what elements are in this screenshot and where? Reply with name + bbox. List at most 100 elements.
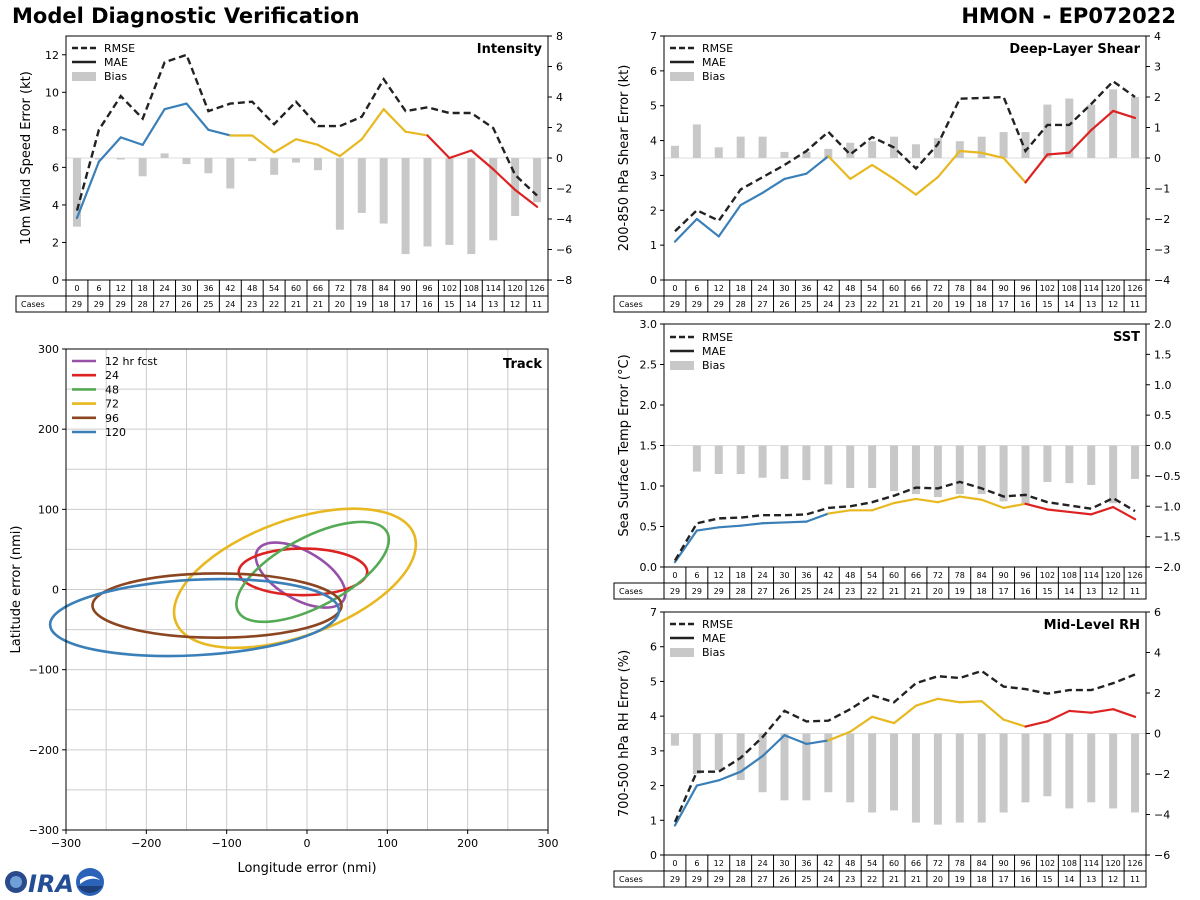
table-cases-cell: 11 [1130, 875, 1140, 884]
track-y-tick-label: −100 [29, 664, 59, 677]
table-cases-cell: 25 [801, 587, 811, 596]
table-cases-cell: 14 [1064, 300, 1074, 309]
bias-bar [1043, 445, 1052, 482]
table-cases-cell: 18 [977, 875, 987, 884]
y2-tick-label: 6 [556, 61, 563, 74]
table-hour-cell: 120 [507, 284, 522, 293]
mae-segment [980, 700, 1005, 721]
bias-bar [1043, 733, 1052, 797]
track-y-tick-label: 300 [38, 343, 59, 356]
table-cases-cell: 16 [422, 300, 432, 309]
table-cases-cell: 24 [225, 300, 235, 309]
table-cases-cell: 26 [779, 587, 789, 596]
bias-bar [999, 733, 1008, 813]
mae-segment [1090, 109, 1115, 132]
cases-label: Cases [619, 300, 643, 309]
table-hour-cell: 36 [801, 284, 811, 293]
table-cases-cell: 28 [736, 875, 746, 884]
mae-segment [717, 770, 742, 782]
table-hour-cell: 36 [801, 859, 811, 868]
bias-bar [1109, 445, 1118, 504]
track-y-label: Latitude error (nmi) [9, 526, 24, 654]
table-cases-cell: 29 [670, 875, 680, 884]
table-hour-cell: 66 [313, 284, 323, 293]
mae-segment [695, 779, 720, 787]
table-hour-cell: 0 [74, 284, 79, 293]
table-cases-cell: 29 [116, 300, 126, 309]
y-tick-label: 2.5 [640, 359, 658, 372]
bias-bar [714, 445, 723, 475]
mae-segment [141, 108, 166, 146]
legend-mae-label: MAE [104, 56, 128, 69]
table-hour-cell: 42 [823, 284, 833, 293]
y2-tick-label: −0.5 [1154, 470, 1181, 483]
track-x-tick-label: −100 [212, 837, 242, 850]
y2-tick-label: −2.0 [1154, 561, 1181, 574]
bias-bar [1131, 733, 1140, 813]
mae-segment [783, 172, 808, 181]
y2-tick-label: −4 [1154, 809, 1170, 822]
sst-chart: 0.0 0.5 1.0 1.5 2.0 2.5 3.0 −2.0 −1.5 −1.0 −0.5 0.0… [613, 318, 1181, 600]
bias-bar [955, 445, 964, 495]
mae-segment [1024, 502, 1049, 511]
bias-bar [911, 445, 920, 495]
table-hour-cell: 96 [1020, 284, 1030, 293]
table-cases-cell: 29 [714, 587, 724, 596]
y-tick-label: 2 [650, 780, 657, 793]
mae-segment [97, 136, 122, 163]
table-hour-cell: 30 [779, 859, 789, 868]
bias-bar [160, 153, 169, 158]
table-cases-cell: 17 [400, 300, 410, 309]
track-ellipse-48 [235, 520, 391, 624]
y-tick-label: 1.0 [640, 480, 658, 493]
table-cases-cell: 12 [1108, 300, 1118, 309]
bias-bar [780, 445, 789, 479]
mae-segment [470, 149, 495, 171]
table-hour-cell: 54 [867, 859, 877, 868]
table-hour-cell: 126 [1127, 571, 1142, 580]
mae-segment [892, 704, 918, 725]
bias-bar [933, 138, 942, 158]
panel-title: Mid-Level RH [1044, 618, 1140, 633]
table-cases-cell: 12 [1108, 587, 1118, 596]
mae-segment [717, 203, 742, 238]
table-cases-cell: 13 [1086, 300, 1096, 309]
table-hour-cell: 90 [998, 284, 1008, 293]
table-cases-cell: 20 [933, 300, 943, 309]
mae-segment [673, 784, 698, 827]
mae-segment [980, 151, 1005, 160]
table-cases-cell: 25 [203, 300, 213, 309]
mae-segment [739, 754, 764, 773]
table-cases-cell: 29 [714, 875, 724, 884]
mae-segment [980, 498, 1005, 509]
table-hour-cell: 18 [138, 284, 148, 293]
mae-segment [1068, 129, 1093, 154]
mae-segment [739, 522, 764, 527]
table-cases-cell: 12 [1108, 875, 1118, 884]
mae-segment [673, 529, 698, 564]
y2-tick-label: −4 [1154, 274, 1170, 287]
table-cases-cell: 20 [335, 300, 345, 309]
track-ellipse-72 [172, 507, 418, 650]
table-hour-cell: 78 [955, 859, 965, 868]
table-cases-cell: 23 [247, 300, 257, 309]
mae-segment [207, 128, 232, 137]
bias-bar [999, 132, 1008, 158]
cases-row [613, 870, 1147, 888]
table-hour-cell: 18 [736, 284, 746, 293]
table-hour-cell: 18 [736, 859, 746, 868]
table-hour-cell: 0 [672, 284, 677, 293]
table-hour-cell: 6 [694, 571, 699, 580]
table-hour-cell: 66 [911, 284, 921, 293]
y-tick-label: 3.0 [640, 318, 658, 331]
bias-bar [292, 158, 301, 163]
mae-segment [1002, 718, 1027, 728]
table-hour-cell: 24 [757, 571, 767, 580]
table-cases-cell: 19 [955, 875, 965, 884]
track-y-tick-label: 200 [38, 423, 59, 436]
bias-bar [846, 445, 855, 489]
table-cases-cell: 21 [889, 300, 899, 309]
legend-bias-label: Bias [702, 70, 725, 83]
y-tick-label: 1 [650, 814, 657, 827]
y-tick-label: 2 [52, 236, 59, 249]
